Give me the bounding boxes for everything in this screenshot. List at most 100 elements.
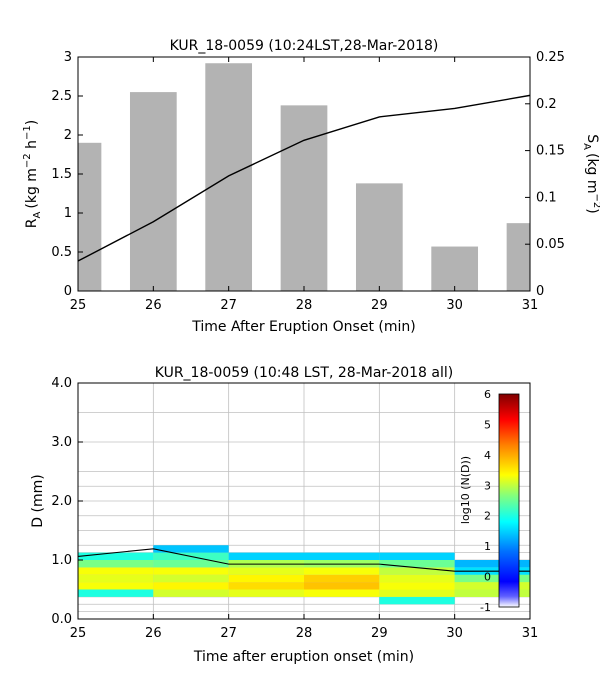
x-tick-label: 27 xyxy=(220,298,237,313)
heat-cell-15 xyxy=(228,574,304,583)
heat-cell-5 xyxy=(78,552,154,560)
y-tick-label: 4.0 xyxy=(51,376,72,391)
chart1-y2-ticks: 0 0.05 0.1 0.15 0.2 0.25 xyxy=(525,50,565,299)
chart-size-distribution: KUR_18-0059 (10:48 LST, 28-Mar-2018 all)… xyxy=(30,365,538,665)
chart1-ylabel-h: h xyxy=(24,140,40,153)
chart1-y-ticks: 0 0.5 1 1.5 2 2.5 3 xyxy=(51,50,83,299)
chart1-line xyxy=(77,94,531,262)
chart1-y2label-sub: A xyxy=(581,143,592,150)
chart-rate-and-load: KUR_18-0059 (10:24LST,28-Mar-2018) 25 26 2… xyxy=(22,38,600,335)
heat-cell-2 xyxy=(78,574,154,583)
y2-tick-label: 0.15 xyxy=(536,144,565,159)
colorbar-tick-label: 5 xyxy=(484,418,491,431)
y2-tick-label: 0.2 xyxy=(536,97,557,112)
y-tick-label: 2 xyxy=(64,128,72,143)
heat-cell-30 xyxy=(379,560,455,568)
y-tick-label: 3.0 xyxy=(51,435,72,450)
chart1-y2label-main: S xyxy=(584,134,600,143)
x-tick-label: 27 xyxy=(220,626,237,641)
y-tick-label: 2.0 xyxy=(51,494,72,509)
heat-cell-12 xyxy=(153,545,229,553)
chart2-x-axis-label: Time after eruption onset (min) xyxy=(193,649,414,665)
heat-cell-0 xyxy=(78,589,154,597)
y-tick-label: 3 xyxy=(64,50,72,65)
chart1-y2label-units: (kg m xyxy=(584,153,600,194)
colorbar-label: log10 (N(D)) xyxy=(459,456,472,524)
chart1-title: KUR_18-0059 (10:24LST,28-Mar-2018) xyxy=(170,38,439,54)
colorbar-tick-label: 2 xyxy=(484,510,491,523)
heat-cell-3 xyxy=(78,567,154,575)
y-tick-label: 1.5 xyxy=(51,167,72,182)
bar-4 xyxy=(355,183,403,291)
chart1-y-axis-label: RA (kg m−2 h−1) xyxy=(22,120,43,228)
colorbar-tick-label: 4 xyxy=(484,449,491,462)
chart2-y-axis-label: D (mm) xyxy=(30,474,46,527)
chart2-y-ticks: 0.0 1.0 2.0 3.0 4.0 xyxy=(51,376,83,627)
heat-cell-10 xyxy=(153,560,229,568)
colorbar xyxy=(498,393,520,608)
heat-cell-9 xyxy=(153,567,229,575)
chart1-x-ticks: 25 26 27 28 29 30 31 xyxy=(70,57,538,313)
bar-0 xyxy=(78,142,102,291)
heat-cell-4 xyxy=(78,560,154,568)
heat-cell-25 xyxy=(379,596,455,605)
chart1-x-axis-label: Time After Eruption Onset (min) xyxy=(191,319,415,335)
chart1-line-layer xyxy=(77,94,531,262)
x-tick-label: 25 xyxy=(70,626,87,641)
colorbar-tick-label: 1 xyxy=(484,540,491,553)
heat-cell-6 xyxy=(153,589,229,597)
x-tick-label: 30 xyxy=(446,626,463,641)
chart1-bars xyxy=(78,63,530,291)
y2-tick-label: 0.25 xyxy=(536,50,565,65)
chart1-ylabel-units: (kg m xyxy=(24,168,40,209)
chart1-ylabel-sub: A xyxy=(32,211,43,218)
heat-cell-31 xyxy=(379,552,455,560)
heat-cell-19 xyxy=(304,589,380,597)
heat-cell-13 xyxy=(228,589,304,597)
chart2-x-ticks: 25 26 27 28 29 30 31 xyxy=(70,614,539,641)
heat-cell-edge-1 xyxy=(454,582,530,590)
chart2-line-layer xyxy=(77,548,530,572)
heat-cell-27 xyxy=(379,582,455,590)
heat-cell-14 xyxy=(228,582,304,590)
x-tick-label: 29 xyxy=(371,298,388,313)
y-tick-label: 0.0 xyxy=(51,612,72,627)
heat-cell-18 xyxy=(228,552,304,560)
colorbar-ticks: -1 0 1 2 3 4 5 6 xyxy=(480,388,491,614)
heat-cell-21 xyxy=(304,574,380,583)
heat-cell-20 xyxy=(304,582,380,590)
heat-cell-28 xyxy=(379,574,455,583)
bar-3 xyxy=(280,105,328,291)
x-tick-label: 31 xyxy=(522,626,539,641)
heat-cell-22 xyxy=(304,567,380,575)
heat-cell-edge-2 xyxy=(454,574,530,583)
chart1-y2-axis-label: SA (kg m−2) xyxy=(581,134,600,214)
chart1-y2label-exp: −2 xyxy=(591,194,600,209)
chart2-line xyxy=(77,548,530,572)
y-tick-label: 0.5 xyxy=(51,245,72,260)
chart2-cells xyxy=(78,545,530,605)
x-tick-label: 28 xyxy=(296,298,313,313)
x-tick-label: 26 xyxy=(145,298,162,313)
chart1-y2label-close: ) xyxy=(584,208,600,213)
y-tick-label: 1 xyxy=(64,206,72,221)
chart1-ylabel-exp1: −2 xyxy=(22,153,33,168)
heat-cell-36 xyxy=(454,560,530,568)
bar-6 xyxy=(506,223,530,291)
heat-cell-16 xyxy=(228,567,304,575)
heat-cell-1 xyxy=(78,582,154,590)
x-tick-label: 30 xyxy=(446,298,463,313)
y-tick-label: 0 xyxy=(64,284,72,299)
x-tick-label: 29 xyxy=(371,626,388,641)
y2-tick-label: 0.1 xyxy=(536,190,557,205)
chart1-ylabel-exp2: −1 xyxy=(22,125,33,140)
chart1-ylabel-close: ) xyxy=(24,120,40,125)
y2-tick-label: 0.05 xyxy=(536,237,565,252)
y-tick-label: 1.0 xyxy=(51,553,72,568)
heat-cell-edge-0 xyxy=(454,589,530,597)
bar-2 xyxy=(205,63,253,291)
y-tick-label: 2.5 xyxy=(51,89,72,104)
colorbar-tick-label: -1 xyxy=(480,601,491,614)
x-tick-label: 25 xyxy=(70,298,87,313)
bar-1 xyxy=(129,92,177,291)
